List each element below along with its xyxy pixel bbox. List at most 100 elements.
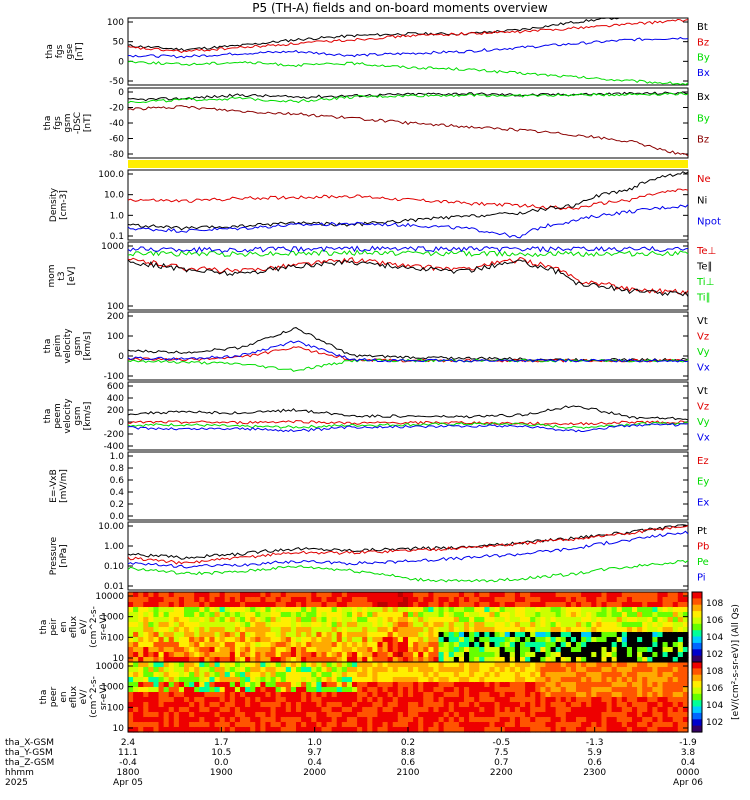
spectrogram-cell bbox=[138, 602, 144, 608]
spectrogram-cell bbox=[535, 607, 541, 613]
spectrogram-cell bbox=[642, 702, 648, 708]
spectrogram-cell bbox=[199, 687, 205, 693]
spectrogram-cell bbox=[280, 727, 287, 733]
spectrogram-cell bbox=[224, 652, 231, 658]
spectrogram-cell bbox=[464, 697, 470, 703]
spectrogram-cell bbox=[453, 622, 460, 628]
spectrogram-cell bbox=[576, 637, 582, 643]
spectrogram-cell bbox=[545, 692, 552, 698]
spectrogram-cell bbox=[402, 692, 409, 698]
spectrogram-cell bbox=[464, 662, 470, 668]
spectrogram-cell bbox=[647, 607, 653, 613]
spectrogram-cell bbox=[535, 692, 541, 698]
series-line-Pt bbox=[127, 524, 689, 560]
spectrogram-cell bbox=[311, 627, 317, 633]
spectrogram-cell bbox=[520, 722, 526, 728]
spectrogram-cell bbox=[560, 677, 567, 683]
spectrogram-cell bbox=[199, 612, 205, 618]
spectrogram-cell bbox=[346, 662, 353, 668]
spectrogram-cell bbox=[586, 607, 592, 613]
x-tick-label: 2.4 bbox=[121, 738, 136, 748]
spectrogram-cell bbox=[387, 637, 394, 643]
spectrogram-cell bbox=[408, 647, 414, 653]
spectrogram-cell bbox=[382, 712, 389, 718]
spectrogram-cell bbox=[168, 627, 175, 633]
spectrogram-cell bbox=[311, 657, 317, 663]
spectrogram-cell bbox=[479, 612, 485, 618]
spectrogram-cell bbox=[520, 707, 526, 713]
spectrogram-cell bbox=[138, 667, 144, 673]
spectrogram-cell bbox=[341, 667, 348, 673]
spectrogram-cell bbox=[153, 607, 160, 613]
spectrogram-cell bbox=[525, 717, 531, 723]
spectrogram-cell bbox=[474, 687, 480, 693]
spectrogram-cell bbox=[642, 637, 648, 643]
y-tick-label: 0.4 bbox=[110, 488, 125, 498]
spectrogram-cell bbox=[438, 647, 445, 653]
spectrogram-cell bbox=[525, 632, 531, 638]
spectrogram-cell bbox=[245, 662, 251, 668]
spectrogram-cell bbox=[173, 652, 180, 658]
spectrogram-cell bbox=[357, 692, 363, 698]
spectrogram-cell bbox=[453, 657, 460, 663]
spectrogram-cell bbox=[209, 672, 216, 678]
spectrogram-cell bbox=[331, 722, 338, 728]
spectrogram-cell bbox=[255, 662, 261, 668]
spectrogram-cell bbox=[637, 592, 643, 598]
colorbar-label: 106 bbox=[706, 684, 723, 694]
spectrogram-cell bbox=[428, 687, 435, 693]
spectrogram-cell bbox=[377, 617, 384, 623]
spectrogram-cell bbox=[677, 717, 684, 723]
spectrogram-cell bbox=[367, 687, 373, 693]
spectrogram-cell bbox=[158, 677, 165, 683]
spectrogram-cell bbox=[682, 672, 689, 678]
spectrogram-cell bbox=[560, 657, 567, 663]
spectrogram-cell bbox=[138, 692, 144, 698]
spectrogram-cell bbox=[234, 607, 241, 613]
spectrogram-cell bbox=[464, 722, 470, 728]
spectrogram-cell bbox=[581, 652, 587, 658]
spectrogram-cell bbox=[611, 612, 618, 618]
spectrogram-cell bbox=[621, 672, 628, 678]
spectrogram-cell bbox=[336, 592, 343, 598]
spectrogram-cell bbox=[545, 702, 552, 708]
spectrogram-cell bbox=[606, 707, 613, 713]
spectrogram-cell bbox=[163, 687, 170, 693]
spectrogram-cell bbox=[229, 597, 236, 603]
spectrogram-cell bbox=[469, 607, 475, 613]
spectrogram-cell bbox=[484, 597, 491, 603]
spectrogram-cell bbox=[301, 702, 307, 708]
spectrogram-cell bbox=[357, 642, 363, 648]
spectrogram-cell bbox=[224, 717, 231, 723]
spectrogram-cell bbox=[245, 707, 251, 713]
spectrogram-cell bbox=[545, 697, 552, 703]
y-tick-label: 0 bbox=[118, 57, 124, 67]
spectrogram-cell bbox=[621, 702, 628, 708]
spectrogram-cell bbox=[301, 657, 307, 663]
spectrogram-cell bbox=[265, 727, 272, 733]
spectrogram-cell bbox=[413, 697, 419, 703]
spectrogram-cell bbox=[341, 707, 348, 713]
series-line-Vx bbox=[127, 340, 689, 363]
spectrogram-cell bbox=[570, 597, 577, 603]
spectrogram-cell bbox=[581, 647, 587, 653]
spectrogram-cell bbox=[204, 687, 211, 693]
spectrogram-cell bbox=[306, 657, 312, 663]
spectrogram-cell bbox=[301, 717, 307, 723]
spectrogram-cell bbox=[387, 647, 394, 653]
spectrogram-cell bbox=[173, 627, 180, 633]
spectrogram-cell bbox=[346, 722, 353, 728]
spectrogram-cell bbox=[229, 662, 236, 668]
spectrogram-cell bbox=[667, 657, 674, 663]
spectrogram-cell bbox=[316, 717, 323, 723]
spectrogram-cell bbox=[535, 602, 541, 608]
spectrogram-cell bbox=[565, 687, 572, 693]
spectrogram-cell bbox=[168, 727, 175, 733]
spectrogram-cell bbox=[392, 697, 399, 703]
spectrogram-cell bbox=[148, 607, 155, 613]
spectrogram-cell bbox=[362, 662, 368, 668]
spectrogram-cell bbox=[494, 657, 501, 663]
spectrogram-cell bbox=[234, 687, 241, 693]
spectrogram-cell bbox=[128, 677, 134, 683]
